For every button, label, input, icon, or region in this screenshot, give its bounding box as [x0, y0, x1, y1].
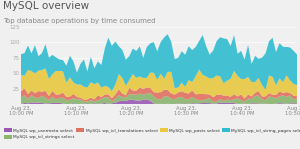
Legend: MySQL wp_usermeta select, MySQL wp_icl_strings select, MySQL wp_icl_translations: MySQL wp_usermeta select, MySQL wp_icl_s…: [4, 128, 300, 139]
Text: MySQL overview: MySQL overview: [3, 1, 89, 11]
Text: Top database operations by time consumed: Top database operations by time consumed: [3, 18, 155, 24]
